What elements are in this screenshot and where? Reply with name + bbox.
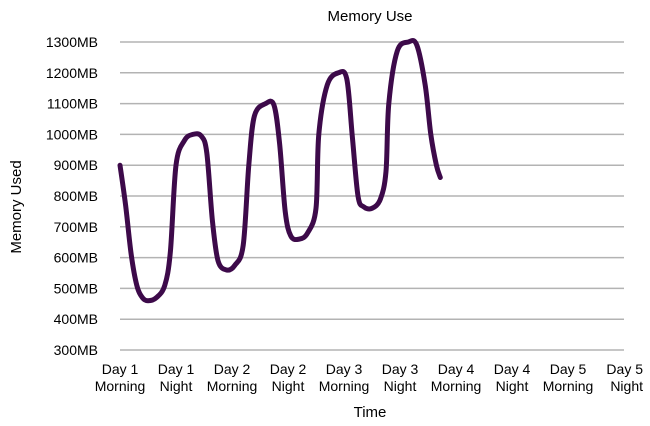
x-tick-label: Day 2 Morning [207, 361, 258, 394]
y-tick-label: 500MB [54, 280, 98, 296]
x-tick-label: Day 5 Morning [543, 361, 594, 394]
x-tick-label: Day 4 Night [494, 361, 531, 394]
grid-lines [120, 41, 624, 351]
y-tick-label: 1000MB [46, 126, 98, 142]
y-tick-labels: 300MB 400MB 500MB 600MB 700MB 800MB 900MB 1000M… [46, 34, 98, 358]
y-axis-title: Memory Used [8, 160, 25, 253]
x-tick-label: Day 3 Morning [319, 361, 370, 394]
x-tick-label: Day 1 Night [158, 361, 195, 394]
x-tick-label: Day 3 Night [382, 361, 419, 394]
y-tick-label: 600MB [54, 250, 98, 266]
x-tick-label: Day 1 Morning [95, 361, 146, 394]
x-axis-title: Time [354, 404, 387, 421]
y-tick-label: 1300MB [46, 34, 98, 50]
y-tick-label: 1200MB [46, 65, 98, 81]
y-tick-label: 900MB [54, 157, 98, 173]
y-tick-label: 400MB [54, 311, 98, 327]
x-tick-label: Day 5 Night [606, 361, 643, 394]
y-tick-label: 700MB [54, 219, 98, 235]
chart-title: Memory Use [327, 8, 412, 25]
x-tick-label: Day 2 Night [270, 361, 307, 394]
x-tick-label: Day 4 Morning [431, 361, 482, 394]
y-tick-label: 1100MB [47, 96, 98, 112]
y-tick-label: 300MB [54, 342, 98, 358]
series-layer [117, 37, 443, 304]
memory-series-line [117, 37, 443, 304]
y-tick-label: 800MB [54, 188, 98, 204]
